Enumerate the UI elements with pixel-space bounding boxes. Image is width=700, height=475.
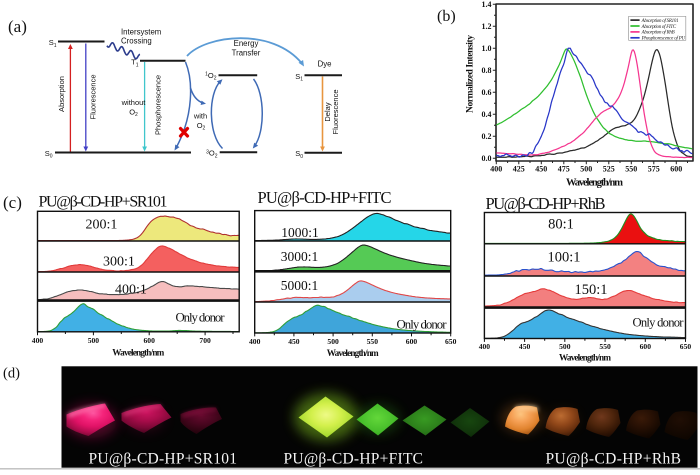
svg-text:O2: O2 <box>129 108 138 119</box>
svg-text:3O2: 3O2 <box>206 149 218 160</box>
svg-text:S1: S1 <box>49 38 57 49</box>
svg-text:Only donor: Only donor <box>176 310 226 324</box>
svg-text:425: 425 <box>513 164 525 173</box>
svg-text:475: 475 <box>558 164 570 173</box>
svg-text:525: 525 <box>603 164 615 173</box>
svg-text:400: 400 <box>32 336 44 345</box>
svg-text:3000:1: 3000:1 <box>281 249 319 264</box>
svg-text:(a): (a) <box>8 17 27 36</box>
svg-text:400:1: 400:1 <box>115 283 147 298</box>
svg-text:1.2: 1.2 <box>482 22 492 31</box>
svg-text:Absorption of SR101: Absorption of SR101 <box>641 19 679 24</box>
svg-text:Wavelength/nm: Wavelength/nm <box>566 178 623 189</box>
svg-text:500: 500 <box>88 336 100 345</box>
svg-text:Phosphorescence of PU: Phosphorescence of PU <box>641 37 686 42</box>
svg-text:600: 600 <box>406 337 418 346</box>
svg-text:600: 600 <box>670 164 682 173</box>
svg-text:200:1: 200:1 <box>86 218 118 233</box>
svg-text:Absorption: Absorption <box>57 76 66 112</box>
svg-text:without: without <box>121 98 147 107</box>
svg-text:400: 400 <box>249 337 261 346</box>
svg-text:with: with <box>193 112 207 121</box>
svg-text:500: 500 <box>559 342 571 351</box>
svg-text:0.0: 0.0 <box>482 154 492 163</box>
svg-text:550: 550 <box>625 164 637 173</box>
svg-text:Dye: Dye <box>318 60 332 69</box>
svg-text:700: 700 <box>199 336 211 345</box>
svg-text:5000:1: 5000:1 <box>281 278 319 293</box>
svg-text:Crossing: Crossing <box>121 37 152 46</box>
svg-text:S0: S0 <box>295 149 303 160</box>
svg-text:500: 500 <box>327 337 339 346</box>
svg-text:400: 400 <box>490 164 502 173</box>
svg-text:150:1: 150:1 <box>574 282 607 298</box>
svg-text:S0: S0 <box>45 149 53 160</box>
svg-text:0.4: 0.4 <box>482 110 492 119</box>
svg-text:Intersystem: Intersystem <box>121 28 161 37</box>
svg-text:PU@β-CD-HP+RhB: PU@β-CD-HP+RhB <box>546 451 682 468</box>
svg-text:PU@β-CD-HP+SR101: PU@β-CD-HP+SR101 <box>89 451 238 468</box>
svg-text:(b): (b) <box>437 8 456 25</box>
svg-text:Absorption of RhB: Absorption of RhB <box>641 31 675 36</box>
svg-text:80:1: 80:1 <box>548 217 574 233</box>
svg-text:0.6: 0.6 <box>482 88 492 97</box>
svg-text:575: 575 <box>648 164 660 173</box>
svg-text:Only donor: Only donor <box>397 317 448 331</box>
svg-text:1O2: 1O2 <box>205 71 217 82</box>
svg-text:(c): (c) <box>3 193 22 212</box>
svg-text:500: 500 <box>580 164 592 173</box>
svg-text:450: 450 <box>288 337 300 346</box>
svg-text:O2: O2 <box>197 121 206 132</box>
svg-text:Energy: Energy <box>234 39 259 48</box>
svg-text:PU@β-CD-HP+FITC: PU@β-CD-HP+FITC <box>284 451 424 468</box>
svg-text:PU@β-CD-HP+SR101: PU@β-CD-HP+SR101 <box>39 194 168 211</box>
svg-text:550: 550 <box>599 342 611 351</box>
svg-text:PU@β-CD-HP+RhB: PU@β-CD-HP+RhB <box>486 194 606 213</box>
svg-text:Wavelength/nm: Wavelength/nm <box>112 348 164 358</box>
svg-text:Delay: Delay <box>323 102 332 121</box>
svg-text:Fluorescence: Fluorescence <box>89 74 98 119</box>
svg-text:450: 450 <box>535 164 547 173</box>
svg-text:S1: S1 <box>295 72 303 83</box>
svg-text:0.8: 0.8 <box>482 66 492 75</box>
svg-text:1000:1: 1000:1 <box>281 225 319 240</box>
svg-text:1.4: 1.4 <box>482 0 492 9</box>
svg-text:Wavelength/nm: Wavelength/nm <box>327 348 379 358</box>
svg-text:(d): (d) <box>3 366 20 382</box>
svg-text:0.2: 0.2 <box>482 132 492 141</box>
svg-text:1.0: 1.0 <box>482 44 492 53</box>
svg-text:Absorption of FITC: Absorption of FITC <box>641 25 677 30</box>
svg-text:Normalized Intensity: Normalized Intensity <box>465 35 475 113</box>
svg-text:550: 550 <box>367 337 379 346</box>
svg-text:Transfer: Transfer <box>232 49 261 58</box>
svg-text:300:1: 300:1 <box>103 255 135 270</box>
svg-text:600: 600 <box>144 336 156 345</box>
svg-text:T1: T1 <box>131 58 139 69</box>
svg-text:400: 400 <box>479 342 491 351</box>
svg-text:600: 600 <box>640 342 652 351</box>
svg-text:450: 450 <box>519 342 531 351</box>
svg-text:Fluorescence: Fluorescence <box>331 89 340 134</box>
svg-text:650: 650 <box>680 342 692 351</box>
svg-text:100:1: 100:1 <box>547 250 580 266</box>
svg-text:PU@β-CD-HP+FITC: PU@β-CD-HP+FITC <box>258 188 392 207</box>
svg-text:Phosphorescence: Phosphorescence <box>154 75 163 135</box>
svg-text:Wavelength/nm: Wavelength/nm <box>559 353 611 363</box>
svg-text:Only donor: Only donor <box>633 315 685 329</box>
svg-text:650: 650 <box>445 337 457 346</box>
